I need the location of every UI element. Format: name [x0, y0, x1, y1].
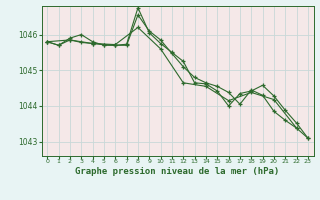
X-axis label: Graphe pression niveau de la mer (hPa): Graphe pression niveau de la mer (hPa)	[76, 167, 280, 176]
